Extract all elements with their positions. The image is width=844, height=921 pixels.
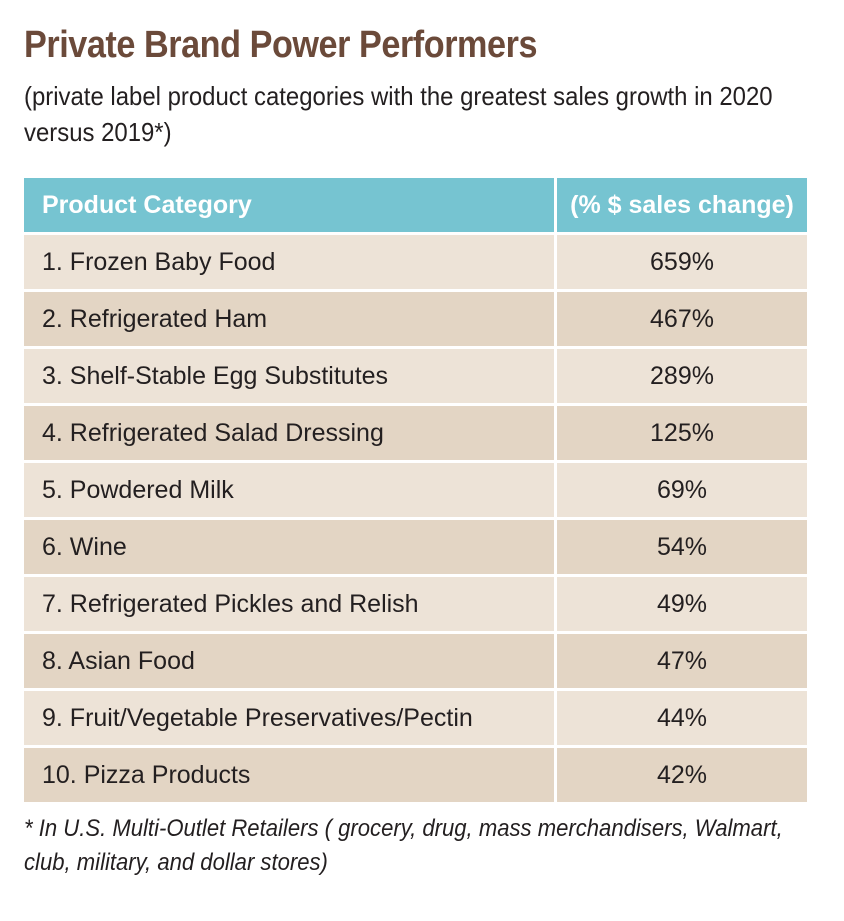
table-row: 4. Refrigerated Salad Dressing 125% [24,406,807,460]
column-header-category: Product Category [24,178,557,232]
category-cell: 10. Pizza Products [24,748,557,802]
page-title: Private Brand Power Performers [24,24,538,66]
category-cell: 7. Refrigerated Pickles and Relish [24,577,557,631]
footnote: * In U.S. Multi-Outlet Retailers ( groce… [24,815,783,876]
sales-change-cell: 42% [557,748,807,802]
table-row: 1. Frozen Baby Food 659% [24,235,807,289]
category-cell: 4. Refrigerated Salad Dressing [24,406,557,460]
table-row: 8. Asian Food 47% [24,634,807,688]
sales-change-cell: 289% [557,349,807,403]
sales-change-cell: 659% [557,235,807,289]
table-row: 6. Wine 54% [24,520,807,574]
sales-change-cell: 47% [557,634,807,688]
sales-change-cell: 49% [557,577,807,631]
category-cell: 3. Shelf-Stable Egg Substitutes [24,349,557,403]
table-row: 7. Refrigerated Pickles and Relish 49% [24,577,807,631]
category-cell: 9. Fruit/Vegetable Preservatives/Pectin [24,691,557,745]
table-row: 10. Pizza Products 42% [24,748,807,802]
category-cell: 5. Powdered Milk [24,463,557,517]
header-row: Product Category (% $ sales change) [24,178,807,232]
category-cell: 6. Wine [24,520,557,574]
subtitle: (private label product categories with t… [24,81,773,147]
sales-change-cell: 69% [557,463,807,517]
sales-change-cell: 125% [557,406,807,460]
category-cell: 8. Asian Food [24,634,557,688]
column-header-change: (% $ sales change) [557,178,807,232]
category-cell: 1. Frozen Baby Food [24,235,557,289]
data-table: Product Category (% $ sales change) 1. F… [24,175,807,805]
sales-change-cell: 467% [557,292,807,346]
sales-change-cell: 44% [557,691,807,745]
category-cell: 2. Refrigerated Ham [24,292,557,346]
table-row: 5. Powdered Milk 69% [24,463,807,517]
table-row: 9. Fruit/Vegetable Preservatives/Pectin 4… [24,691,807,745]
table-row: 3. Shelf-Stable Egg Substitutes 289% [24,349,807,403]
sales-change-cell: 54% [557,520,807,574]
table-row: 2. Refrigerated Ham 467% [24,292,807,346]
